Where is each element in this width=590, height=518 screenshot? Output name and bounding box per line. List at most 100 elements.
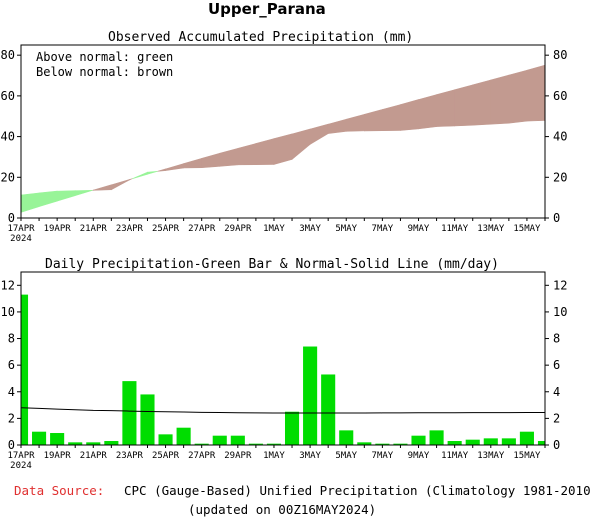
below-normal-area xyxy=(327,118,347,134)
below-normal-area xyxy=(454,84,474,127)
below-normal-area xyxy=(201,152,221,169)
daily-precip-bar xyxy=(194,443,209,445)
accumulated-xtick-label: 25APR xyxy=(152,224,180,234)
daily-precip-bar xyxy=(501,438,516,445)
below-normal-area xyxy=(273,133,293,165)
below-normal-area xyxy=(400,99,419,131)
daily-xtick-label: 3MAY xyxy=(299,451,321,461)
daily-bars-layer xyxy=(20,294,545,445)
below-normal-area xyxy=(418,94,437,130)
data-source-text: CPC (Gauge-Based) Unified Precipitation … xyxy=(124,483,590,498)
daily-precip-bar xyxy=(266,443,282,445)
below-normal-area xyxy=(291,128,311,161)
daily-xtick-label: 5MAY xyxy=(335,451,357,461)
page-title: Upper_Parana xyxy=(208,0,326,18)
accumulated-ytick-label-right: 0 xyxy=(553,211,560,225)
daily-precip-bar xyxy=(176,427,191,445)
accumulated-plot-frame xyxy=(20,44,546,219)
accumulated-xtick-label: 19APR xyxy=(44,224,72,234)
daily-precip-bar xyxy=(393,443,408,445)
daily-precip-bar xyxy=(339,430,354,445)
daily-precip-bar xyxy=(303,346,318,445)
below-normal-area xyxy=(129,178,133,181)
accumulated-ytick-label-right: 60 xyxy=(553,89,567,103)
daily-ytick-label-right: 12 xyxy=(553,278,567,292)
accumulated-axes: 0 0 20 20 40 40 60 60 80 80 17APR 19APR 21APR 23APR 25… xyxy=(1,44,567,244)
below-normal-area xyxy=(219,147,239,167)
daily-precip-bar xyxy=(284,411,300,445)
daily-precip-bar xyxy=(375,443,390,445)
above-normal-area xyxy=(20,192,40,213)
below-normal-area xyxy=(255,138,275,165)
accumulated-xtick-label: 5MAY xyxy=(335,224,357,234)
daily-xtick-label: 17APR xyxy=(7,451,35,461)
daily-ytick-label-right: 2 xyxy=(553,411,560,425)
daily-xtick-label: 15MAY xyxy=(513,451,541,461)
accumulated-xtick-label: 23APR xyxy=(116,224,144,234)
daily-precipitation-chart: Daily Precipitation-Green Bar & Normal-S… xyxy=(1,257,568,471)
daily-precip-bar xyxy=(140,394,155,445)
daily-precip-bar xyxy=(230,435,245,445)
updated-note: (updated on 00Z16MAY2024) xyxy=(188,502,376,517)
daily-precip-bar xyxy=(519,431,534,445)
accumulated-xtick-label: 1MAY xyxy=(263,224,285,234)
below-normal-area xyxy=(92,184,112,191)
daily-precip-bar xyxy=(537,441,545,445)
accumulated-ytick-label-right: 40 xyxy=(553,130,567,144)
daily-ytick-label-right: 4 xyxy=(553,385,560,399)
accumulated-xtick-label: 7MAY xyxy=(372,224,394,234)
accumulated-ytick-label-left: 80 xyxy=(1,48,15,62)
daily-ytick-label-left: 2 xyxy=(8,411,15,425)
data-source-label: Data Source: xyxy=(14,483,104,498)
accumulated-xtick-label: 15MAY xyxy=(513,224,541,234)
daily-xtick-label: 23APR xyxy=(116,451,144,461)
above-normal-area xyxy=(74,190,93,197)
daily-xtick-label: 7MAY xyxy=(372,451,394,461)
below-normal-area xyxy=(526,64,546,122)
accumulated-chart-title: Observed Accumulated Precipitation (mm) xyxy=(108,30,413,45)
legend-above-normal: Above normal: green xyxy=(36,50,173,64)
daily-precip-bar xyxy=(447,441,462,445)
above-normal-area xyxy=(147,171,158,175)
daily-precip-bar xyxy=(32,431,47,445)
daily-normal-line xyxy=(20,407,545,414)
daily-precip-bar xyxy=(483,438,498,445)
accumulated-year-label: 2024 xyxy=(10,234,32,244)
daily-precip-bar xyxy=(21,294,29,445)
accumulated-area-layer xyxy=(20,64,546,213)
daily-chart-title: Daily Precipitation-Green Bar & Normal-S… xyxy=(45,257,499,272)
daily-year-label: 2024 xyxy=(10,461,32,471)
daily-ytick-label-right: 6 xyxy=(553,358,560,372)
above-normal-area xyxy=(38,190,58,208)
daily-xtick-label: 11MAY xyxy=(441,451,469,461)
accumulated-xtick-label: 9MAY xyxy=(408,224,430,234)
accumulated-xtick-label: 11MAY xyxy=(441,224,469,234)
daily-precip-bar xyxy=(321,374,336,445)
accumulated-xtick-label: 13MAY xyxy=(477,224,505,234)
daily-xtick-label: 9MAY xyxy=(408,451,430,461)
daily-precip-bar xyxy=(86,442,101,445)
daily-axes: 0 0 2 2 4 4 6 6 8 8 10 10 12 12 17APR 19APR 21APR 23APR 25… xyxy=(1,271,567,471)
below-normal-area xyxy=(364,109,383,132)
daily-precip-bar xyxy=(50,433,65,445)
accumulated-ytick-label-right: 80 xyxy=(553,48,567,62)
below-normal-area xyxy=(508,69,528,124)
daily-precip-bar xyxy=(158,434,173,445)
daily-ytick-label-right: 0 xyxy=(553,438,560,452)
above-normal-area xyxy=(132,171,148,179)
daily-ytick-label-right: 10 xyxy=(553,305,567,319)
accumulated-xtick-label: 29APR xyxy=(224,224,252,234)
daily-ytick-label-right: 8 xyxy=(553,332,560,346)
daily-ytick-label-left: 10 xyxy=(1,305,15,319)
daily-precip-bar xyxy=(68,442,83,445)
below-normal-area xyxy=(309,123,329,145)
accumulated-xtick-label: 27APR xyxy=(188,224,216,234)
daily-plot-frame xyxy=(20,271,546,446)
accumulated-xtick-label: 21APR xyxy=(80,224,108,234)
below-normal-area xyxy=(183,157,202,169)
daily-ytick-label-left: 8 xyxy=(8,332,15,346)
daily-ytick-label-left: 6 xyxy=(8,358,15,372)
daily-xtick-label: 13MAY xyxy=(477,451,505,461)
accumulated-precipitation-chart: Observed Accumulated Precipitation (mm) … xyxy=(1,30,568,244)
